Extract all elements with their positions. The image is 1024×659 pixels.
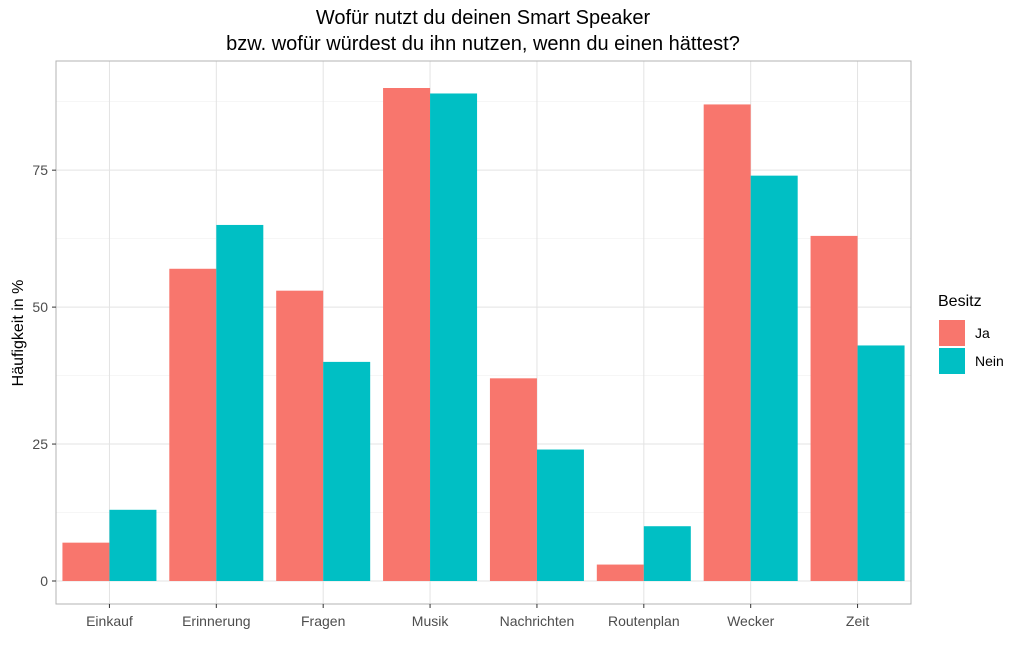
bar-ja-wecker — [703, 104, 751, 581]
x-tick-label: Nachrichten — [500, 613, 575, 629]
y-axis-title: Häufigkeit in % — [10, 280, 27, 387]
x-tick-label: Fragen — [301, 613, 345, 629]
bar-ja-zeit — [810, 235, 858, 581]
chart-title-line-1: Wofür nutzt du deinen Smart Speaker — [316, 7, 651, 29]
bar-ja-musik — [383, 88, 431, 581]
legend-label-nein: Nein — [975, 353, 1004, 369]
x-tick-label: Routenplan — [608, 613, 680, 629]
plot-panel-border — [55, 60, 912, 605]
axes: 0 25 50 75 Einkauf Erinnerung Fragen Musik Nachr… — [32, 162, 869, 629]
y-tick-label: 50 — [32, 299, 48, 315]
y-tick-label: 75 — [32, 162, 48, 178]
x-tick-label: Einkauf — [86, 613, 133, 629]
bar-nein-zeit — [857, 345, 905, 581]
bar-ja-erinnerung — [169, 268, 217, 581]
legend: Besitz Ja Nein — [938, 293, 1004, 374]
bar-nein-fragen — [323, 361, 371, 581]
bar-nein-musik — [430, 93, 478, 581]
bar-ja-routenplan — [596, 564, 644, 581]
chart-title-line-2: bzw. wofür würdest du ihn nutzen, wenn d… — [226, 33, 740, 55]
legend-label-ja: Ja — [975, 325, 990, 341]
bar-ja-fragen — [276, 290, 324, 581]
legend-key-ja — [939, 320, 965, 346]
bar-ja-einkauf — [62, 542, 110, 581]
bar-nein-nachrichten — [536, 449, 584, 581]
bar-ja-nachrichten — [489, 378, 537, 581]
x-tick-label: Wecker — [727, 613, 775, 629]
bar-nein-wecker — [750, 175, 798, 581]
legend-key-nein — [939, 348, 965, 374]
bars — [62, 88, 905, 581]
bar-nein-erinnerung — [216, 224, 264, 581]
bar-nein-routenplan — [643, 526, 691, 581]
y-tick-label: 0 — [40, 573, 48, 589]
x-tick-label: Musik — [412, 613, 450, 629]
bar-nein-einkauf — [109, 509, 157, 581]
legend-title: Besitz — [938, 293, 982, 310]
y-tick-label: 25 — [32, 436, 48, 452]
x-tick-label: Erinnerung — [182, 613, 251, 629]
x-tick-label: Zeit — [846, 613, 869, 629]
